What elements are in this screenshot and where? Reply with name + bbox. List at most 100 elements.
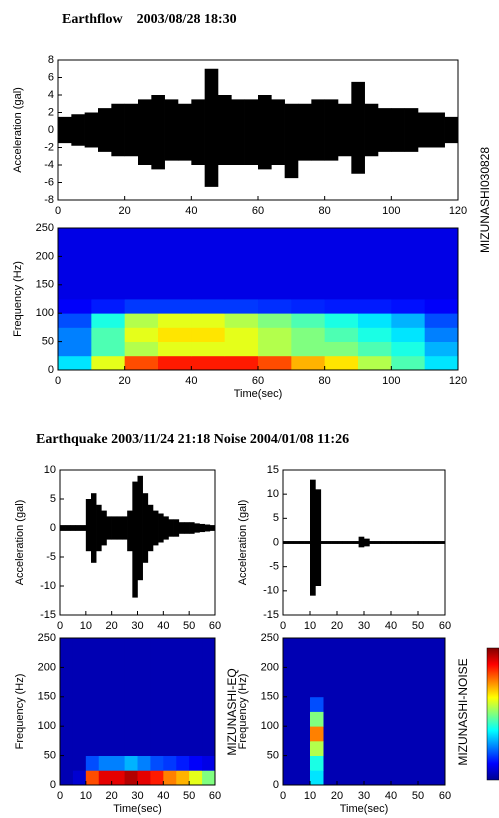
heatmap-cell xyxy=(350,638,365,654)
heatmap-cell xyxy=(364,696,378,712)
heatmap-cell xyxy=(391,726,405,742)
waveform-segment xyxy=(70,525,76,531)
heatmap-cell xyxy=(191,313,226,328)
heatmap-cell xyxy=(60,682,74,698)
heatmap-cell xyxy=(424,284,459,300)
heatmap-cell xyxy=(324,327,359,342)
heatmap-cell xyxy=(202,711,216,727)
heatmap-cell xyxy=(58,341,92,357)
heatmap-cell xyxy=(350,711,365,727)
heatmap-cell xyxy=(323,638,338,654)
heatmap-cell xyxy=(377,682,392,698)
waveform-segment xyxy=(194,523,200,533)
heatmap-cell xyxy=(163,682,177,698)
x-tick-label: 20 xyxy=(331,620,343,632)
heatmap-cell xyxy=(150,696,164,712)
y-tick-label: 100 xyxy=(36,307,54,319)
heatmap-cell xyxy=(58,228,92,243)
waveform-segment xyxy=(358,536,365,548)
heatmap-cell xyxy=(310,740,324,756)
waveform-segment xyxy=(293,541,300,544)
waveform-segment xyxy=(98,108,112,152)
heatmap-cell xyxy=(150,755,164,771)
heatmap-cell xyxy=(404,696,419,712)
heatmap-cell xyxy=(111,667,125,683)
heatmap-cell xyxy=(124,682,138,698)
waveform-segment xyxy=(75,525,81,531)
waveform-segment xyxy=(142,493,149,563)
heatmap-cell xyxy=(258,256,292,271)
x-tick-label: 60 xyxy=(209,790,221,802)
heatmap-cell xyxy=(424,270,459,286)
heatmap-cell xyxy=(137,652,151,668)
heatmap-cell xyxy=(91,242,126,257)
waveform-segment xyxy=(124,103,139,157)
heatmap-cell xyxy=(337,696,351,712)
waveform-segment xyxy=(412,541,419,544)
heatmap-cell xyxy=(60,711,74,727)
waveform-segment xyxy=(96,504,102,552)
y-tick-label: -10 xyxy=(40,580,56,592)
heatmap-cell xyxy=(377,726,392,742)
heatmap-cell xyxy=(404,711,419,727)
waveform-segment xyxy=(407,541,413,544)
heatmap-cell xyxy=(191,270,226,286)
heatmap-cell xyxy=(191,299,226,314)
heatmap-cell xyxy=(111,755,125,771)
waveform-segment xyxy=(80,525,87,531)
heatmap-cell xyxy=(176,652,190,668)
x-tick-label: 0 xyxy=(57,790,63,802)
heatmap-cell xyxy=(424,256,459,271)
heatmap-cell xyxy=(424,242,459,257)
waveform-segment xyxy=(106,516,112,540)
y-tick-label: -8 xyxy=(44,194,54,206)
heatmap-cell xyxy=(424,341,459,357)
heatmap-cell xyxy=(404,770,419,786)
heatmap-cell xyxy=(111,711,125,727)
heatmap-cell xyxy=(202,682,216,698)
heatmap-cell xyxy=(176,755,190,771)
heatmap-cell xyxy=(91,270,126,286)
waveform-segment xyxy=(271,99,285,165)
heatmap-cell xyxy=(391,711,405,727)
heatmap-cell xyxy=(60,652,74,668)
heatmap-cell xyxy=(404,726,419,742)
heatmap-cell xyxy=(291,327,326,342)
y-tick-label: -15 xyxy=(40,609,56,621)
heatmap-cell xyxy=(418,652,432,668)
heatmap-cell xyxy=(391,667,405,683)
y-tick-label: 150 xyxy=(261,691,279,703)
x-tick-label: 80 xyxy=(319,205,331,217)
x-tick-label: 120 xyxy=(449,375,467,387)
heatmap-cell xyxy=(58,242,92,257)
x-tick-label: 20 xyxy=(106,790,118,802)
heatmap-cell xyxy=(124,270,159,286)
heatmap-cell xyxy=(191,242,226,257)
waveform-segment xyxy=(326,541,332,544)
y-tick-label: 150 xyxy=(38,691,56,703)
heatmap-cell xyxy=(324,242,359,257)
heatmap-cell xyxy=(291,299,326,314)
heatmap-cell xyxy=(324,341,359,357)
heatmap-cell xyxy=(189,755,203,771)
heatmap-cell xyxy=(60,696,74,712)
heatmap-cell xyxy=(424,355,459,371)
heatmap-cell xyxy=(358,256,392,271)
heatmap-cell xyxy=(258,299,292,314)
heatmap-cell xyxy=(91,313,126,328)
x-tick-label: 50 xyxy=(412,790,424,802)
heatmap-cell xyxy=(85,726,100,742)
y-tick-label: 5 xyxy=(50,493,56,505)
heatmap-cell xyxy=(163,652,177,668)
heatmap-cell xyxy=(424,299,459,314)
heatmap-cell xyxy=(202,755,216,771)
waveform-segment xyxy=(444,116,459,144)
x-tick-label: 60 xyxy=(439,790,451,802)
heatmap-cell xyxy=(358,228,392,243)
y-tick-label: -5 xyxy=(46,551,56,563)
heatmap-cell xyxy=(163,711,177,727)
heatmap-cell xyxy=(58,299,92,314)
heatmap-cell xyxy=(150,667,164,683)
y-tick-label: 6 xyxy=(48,71,54,83)
heatmap-cell xyxy=(91,284,126,300)
